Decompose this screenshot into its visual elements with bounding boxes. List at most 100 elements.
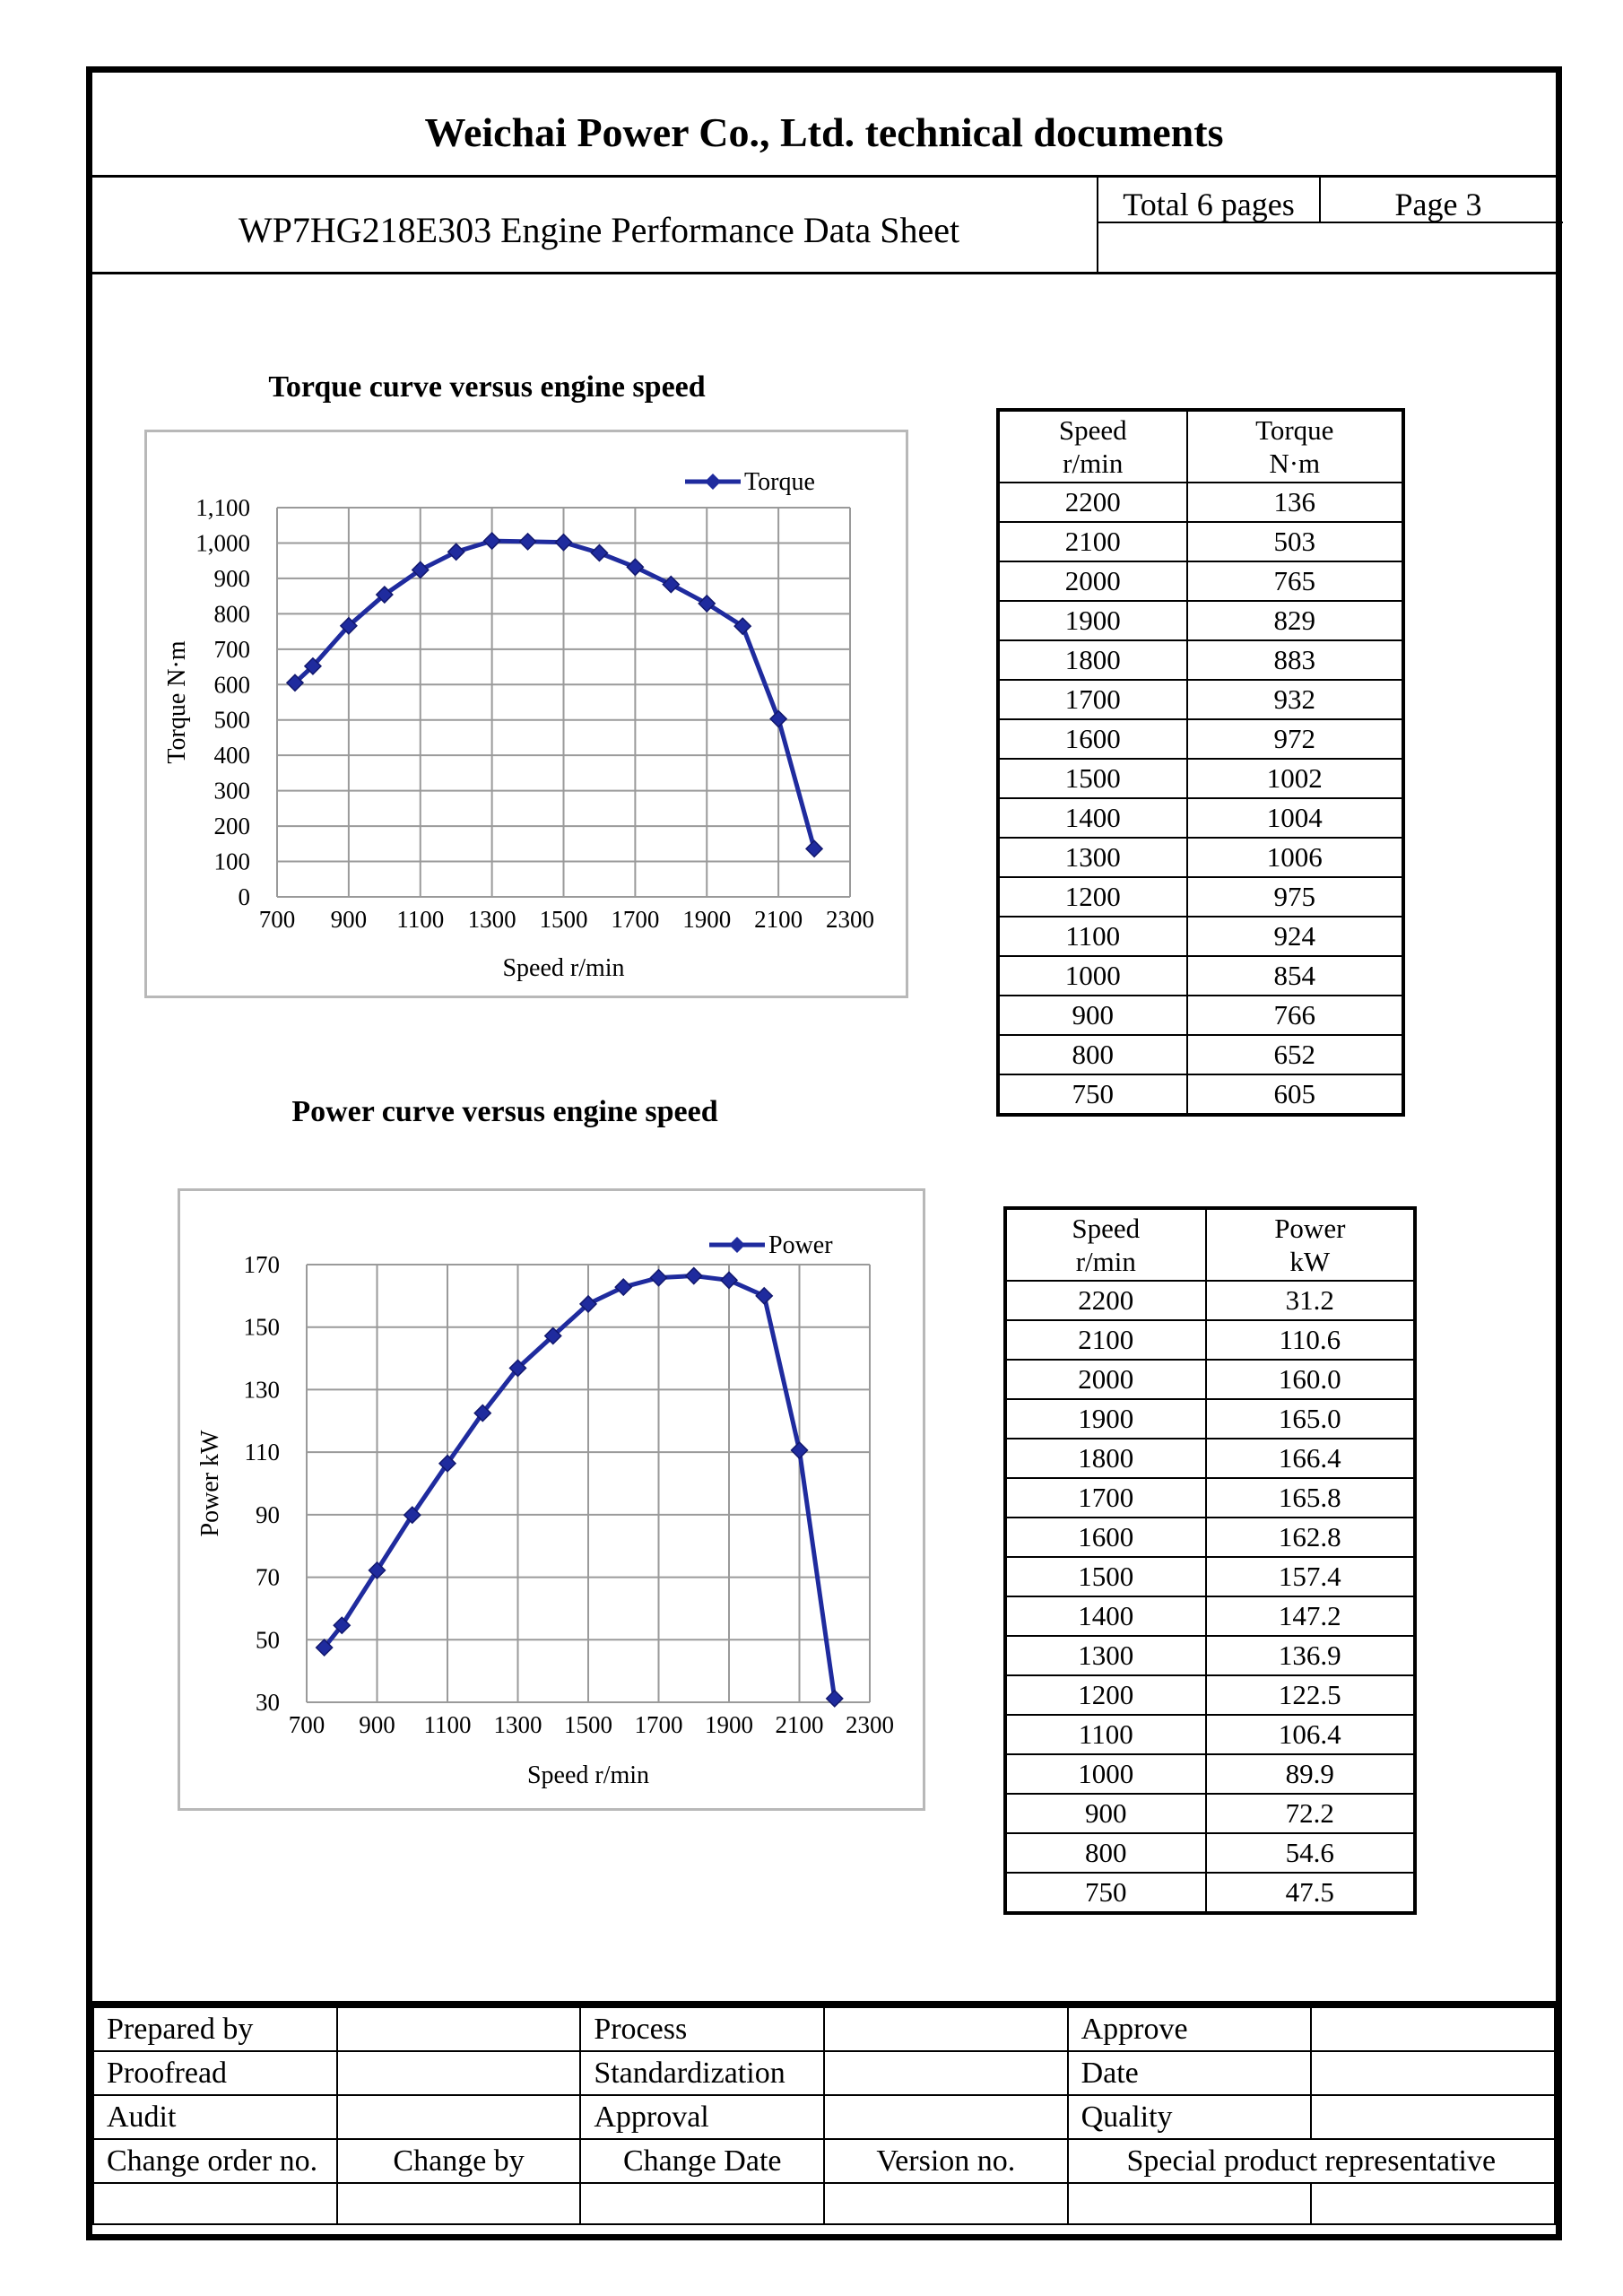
power-chart-title: Power curve versus engine speed — [291, 1095, 718, 1128]
data-point-marker — [339, 616, 358, 635]
power-table-cell: 2000 — [1004, 1359, 1207, 1400]
torque-table-cell: 136 — [1185, 482, 1404, 523]
table-row: 1400 147.2 — [1004, 1596, 1417, 1637]
power-table-cell: 72.2 — [1204, 1793, 1417, 1834]
torque-table-cell: 1600 — [997, 718, 1188, 760]
power-table-cell: 157.4 — [1204, 1556, 1417, 1597]
power-table-cell: 165.8 — [1204, 1477, 1417, 1518]
torque-table-cell: 1000 — [997, 955, 1188, 996]
change-record-field[interactable] — [1310, 2182, 1556, 2225]
data-point-marker — [315, 1638, 334, 1657]
signature-label: Prepared by — [92, 2006, 338, 2052]
change-record-label: Version no. — [823, 2138, 1069, 2184]
change-record-field[interactable] — [92, 2182, 338, 2225]
y-tick-label: 70 — [256, 1564, 280, 1591]
torque-table-cell: 932 — [1185, 679, 1404, 720]
signature-field[interactable] — [335, 2006, 582, 2052]
table-row: 750 47.5 — [1004, 1872, 1417, 1914]
power-table-cell: 1700 — [1004, 1477, 1207, 1518]
change-record-field[interactable] — [823, 2182, 1069, 2225]
power-table-cell: 1200 — [1004, 1674, 1207, 1716]
signature-field[interactable] — [823, 2050, 1069, 2096]
torque-table-header-cell: Torque N·m — [1185, 409, 1404, 483]
table-row: 1100 924 — [997, 916, 1404, 957]
header-vertical-divider — [1097, 178, 1098, 273]
y-tick-label: 100 — [214, 848, 251, 875]
signature-label: Approval — [579, 2094, 826, 2140]
power-table-cell: 110.6 — [1204, 1319, 1417, 1361]
data-point-marker — [614, 1278, 633, 1297]
table-row: 2200 31.2 — [1004, 1280, 1417, 1321]
table-row: 2100 110.6 — [1004, 1319, 1417, 1361]
signature-field[interactable] — [1310, 2050, 1556, 2096]
table-row: 1800 883 — [997, 639, 1404, 681]
table-row: 1900 829 — [997, 600, 1404, 641]
signature-divider — [92, 2001, 1556, 2006]
power-table-cell: 122.5 — [1204, 1674, 1417, 1716]
power-chart: 700 900 1100 1300 1500 1700 1900 2100 2300 30 50 70… — [178, 1188, 925, 1811]
signature-label: Process — [579, 2006, 826, 2052]
x-tick-label: 1700 — [611, 906, 659, 933]
power-table-cell: 147.2 — [1204, 1596, 1417, 1637]
power-table-cell: 2200 — [1004, 1280, 1207, 1321]
signature-field[interactable] — [335, 2050, 582, 2096]
data-point-marker — [411, 561, 430, 579]
signature-field[interactable] — [823, 2006, 1069, 2052]
table-row: 1200 122.5 — [1004, 1674, 1417, 1716]
power-table-cell: 1800 — [1004, 1438, 1207, 1479]
power-table-cell: 54.6 — [1204, 1832, 1417, 1874]
torque-table-cell: 765 — [1185, 561, 1404, 602]
change-record-label: Change by — [335, 2138, 582, 2184]
y-tick-label: 90 — [256, 1501, 280, 1528]
torque-table-cell: 854 — [1185, 955, 1404, 996]
table-row: 800 652 — [997, 1034, 1404, 1075]
torque-table-cell: 503 — [1185, 521, 1404, 562]
signature-field[interactable] — [335, 2094, 582, 2140]
change-record-field[interactable] — [579, 2182, 826, 2225]
data-point-marker — [626, 558, 645, 577]
power-table-cell: 1300 — [1004, 1635, 1207, 1676]
change-record-field[interactable] — [335, 2182, 582, 2225]
data-point-marker — [447, 543, 465, 561]
signature-field[interactable] — [1310, 2094, 1556, 2140]
y-tick-label: 800 — [214, 600, 251, 627]
signature-field[interactable] — [823, 2094, 1069, 2140]
x-tick-label: 700 — [259, 906, 296, 933]
power-table-cell: 800 — [1004, 1832, 1207, 1874]
change-record-field[interactable] — [1066, 2182, 1313, 2225]
y-tick-label: 110 — [245, 1439, 281, 1465]
sheet-title: WP7HG218E303 Engine Performance Data She… — [238, 210, 960, 250]
x-tick-label: 2100 — [754, 906, 803, 933]
table-row: 1500 1002 — [997, 758, 1404, 799]
table-row: 1300 1006 — [997, 837, 1404, 878]
table-row: 900 72.2 — [1004, 1793, 1417, 1834]
power-table-cell: 165.0 — [1204, 1398, 1417, 1439]
data-point-marker — [805, 839, 824, 858]
power-table-cell: 47.5 — [1204, 1872, 1417, 1914]
power-table-cell: 900 — [1004, 1793, 1207, 1834]
data-point-marker — [769, 709, 788, 728]
torque-table-header-cell: Speed r/min — [997, 409, 1188, 483]
data-point-marker — [825, 1689, 844, 1708]
table-row: 1200 975 — [997, 876, 1404, 918]
data-point-marker — [368, 1561, 386, 1579]
data-point-marker — [755, 1286, 774, 1305]
table-row: 2100 503 — [997, 521, 1404, 562]
data-point-marker — [508, 1359, 527, 1378]
torque-table-cell: 1200 — [997, 876, 1188, 918]
torque-table-cell: 924 — [1185, 916, 1404, 957]
signature-label: Date — [1066, 2050, 1313, 2096]
x-tick-label: 1900 — [705, 1711, 753, 1738]
torque-table-cell: 1900 — [997, 600, 1188, 641]
document-frame: Weichai Power Co., Ltd. technical docume… — [86, 66, 1563, 2240]
data-point-marker — [590, 544, 609, 562]
data-point-marker — [719, 1271, 739, 1290]
table-row: 1600 972 — [997, 718, 1404, 760]
data-point-marker — [733, 617, 752, 636]
torque-table: Speed r/min Torque N·m 2200 136 2100 503 2000 7… — [996, 408, 1405, 1117]
signature-label: Quality — [1066, 2094, 1313, 2140]
x-tick-label: 2300 — [826, 906, 874, 933]
torque-table-cell: 1700 — [997, 679, 1188, 720]
signature-field[interactable] — [1310, 2006, 1556, 2052]
torque-table-cell: 1002 — [1185, 758, 1404, 799]
